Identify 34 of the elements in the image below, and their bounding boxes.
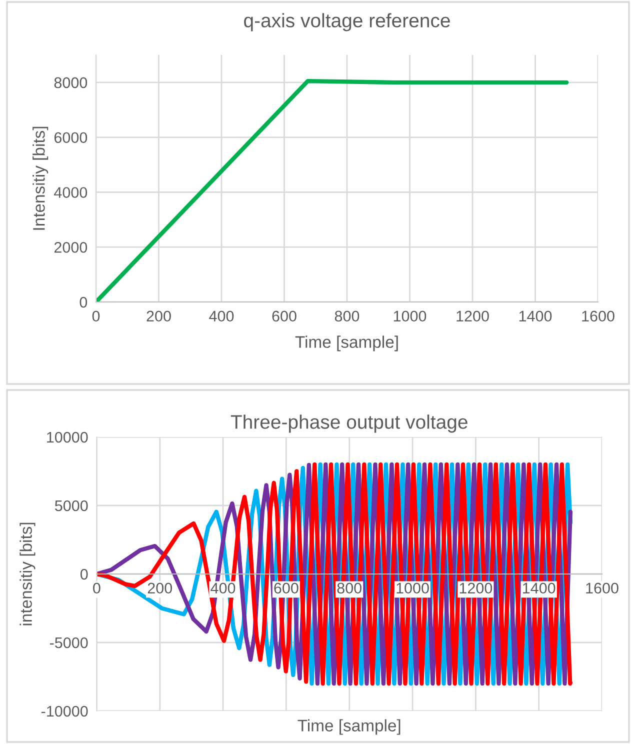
x-tick-label: 600 (274, 582, 298, 594)
y-tick-label: 0 (80, 296, 88, 308)
y-axis-title: Intensitiy [bits] (32, 126, 48, 230)
x-tick-label: 0 (92, 310, 100, 322)
x-tick-label: 0 (93, 582, 100, 594)
y-tick-label: -5000 (50, 637, 88, 648)
x-tick-label: 800 (334, 310, 360, 322)
x-tick-label: 200 (146, 310, 171, 322)
x-tick-label: 400 (209, 310, 234, 322)
x-tick-label: 1600 (586, 582, 618, 594)
x-tick-label: 1000 (396, 582, 429, 594)
x-tick-label: 800 (337, 582, 362, 594)
x-tick-label: 400 (210, 582, 236, 594)
y-tick-label: -10000 (41, 706, 88, 717)
y-tick-label: 0 (80, 568, 88, 580)
x-tick-label: 1400 (519, 310, 552, 322)
y-tick-label: 6000 (54, 132, 88, 144)
y-tick-label: 5000 (54, 500, 88, 512)
x-tick-label: 1600 (582, 310, 614, 322)
x-tick-label: 600 (272, 310, 296, 322)
x-tick-label: 200 (148, 582, 172, 594)
chart-title: q-axis voltage reference (244, 13, 450, 32)
x-tick-label: 1400 (523, 582, 556, 594)
y-tick-label: 4000 (54, 187, 88, 198)
y-tick-label: 2000 (54, 242, 88, 253)
x-axis-title: Time [sample] (298, 719, 400, 735)
x-tick-label: 1200 (460, 582, 492, 594)
chart-title: Three-phase output voltage (230, 414, 468, 433)
x-axis-title: Time [sample] (295, 336, 398, 352)
y-tick-label: 8000 (54, 77, 88, 88)
y-axis-title: intensitiy [bits] (20, 522, 36, 626)
y-tick-label: 10000 (47, 432, 88, 443)
x-tick-label: 1000 (394, 310, 426, 322)
x-tick-label: 1200 (456, 310, 489, 322)
